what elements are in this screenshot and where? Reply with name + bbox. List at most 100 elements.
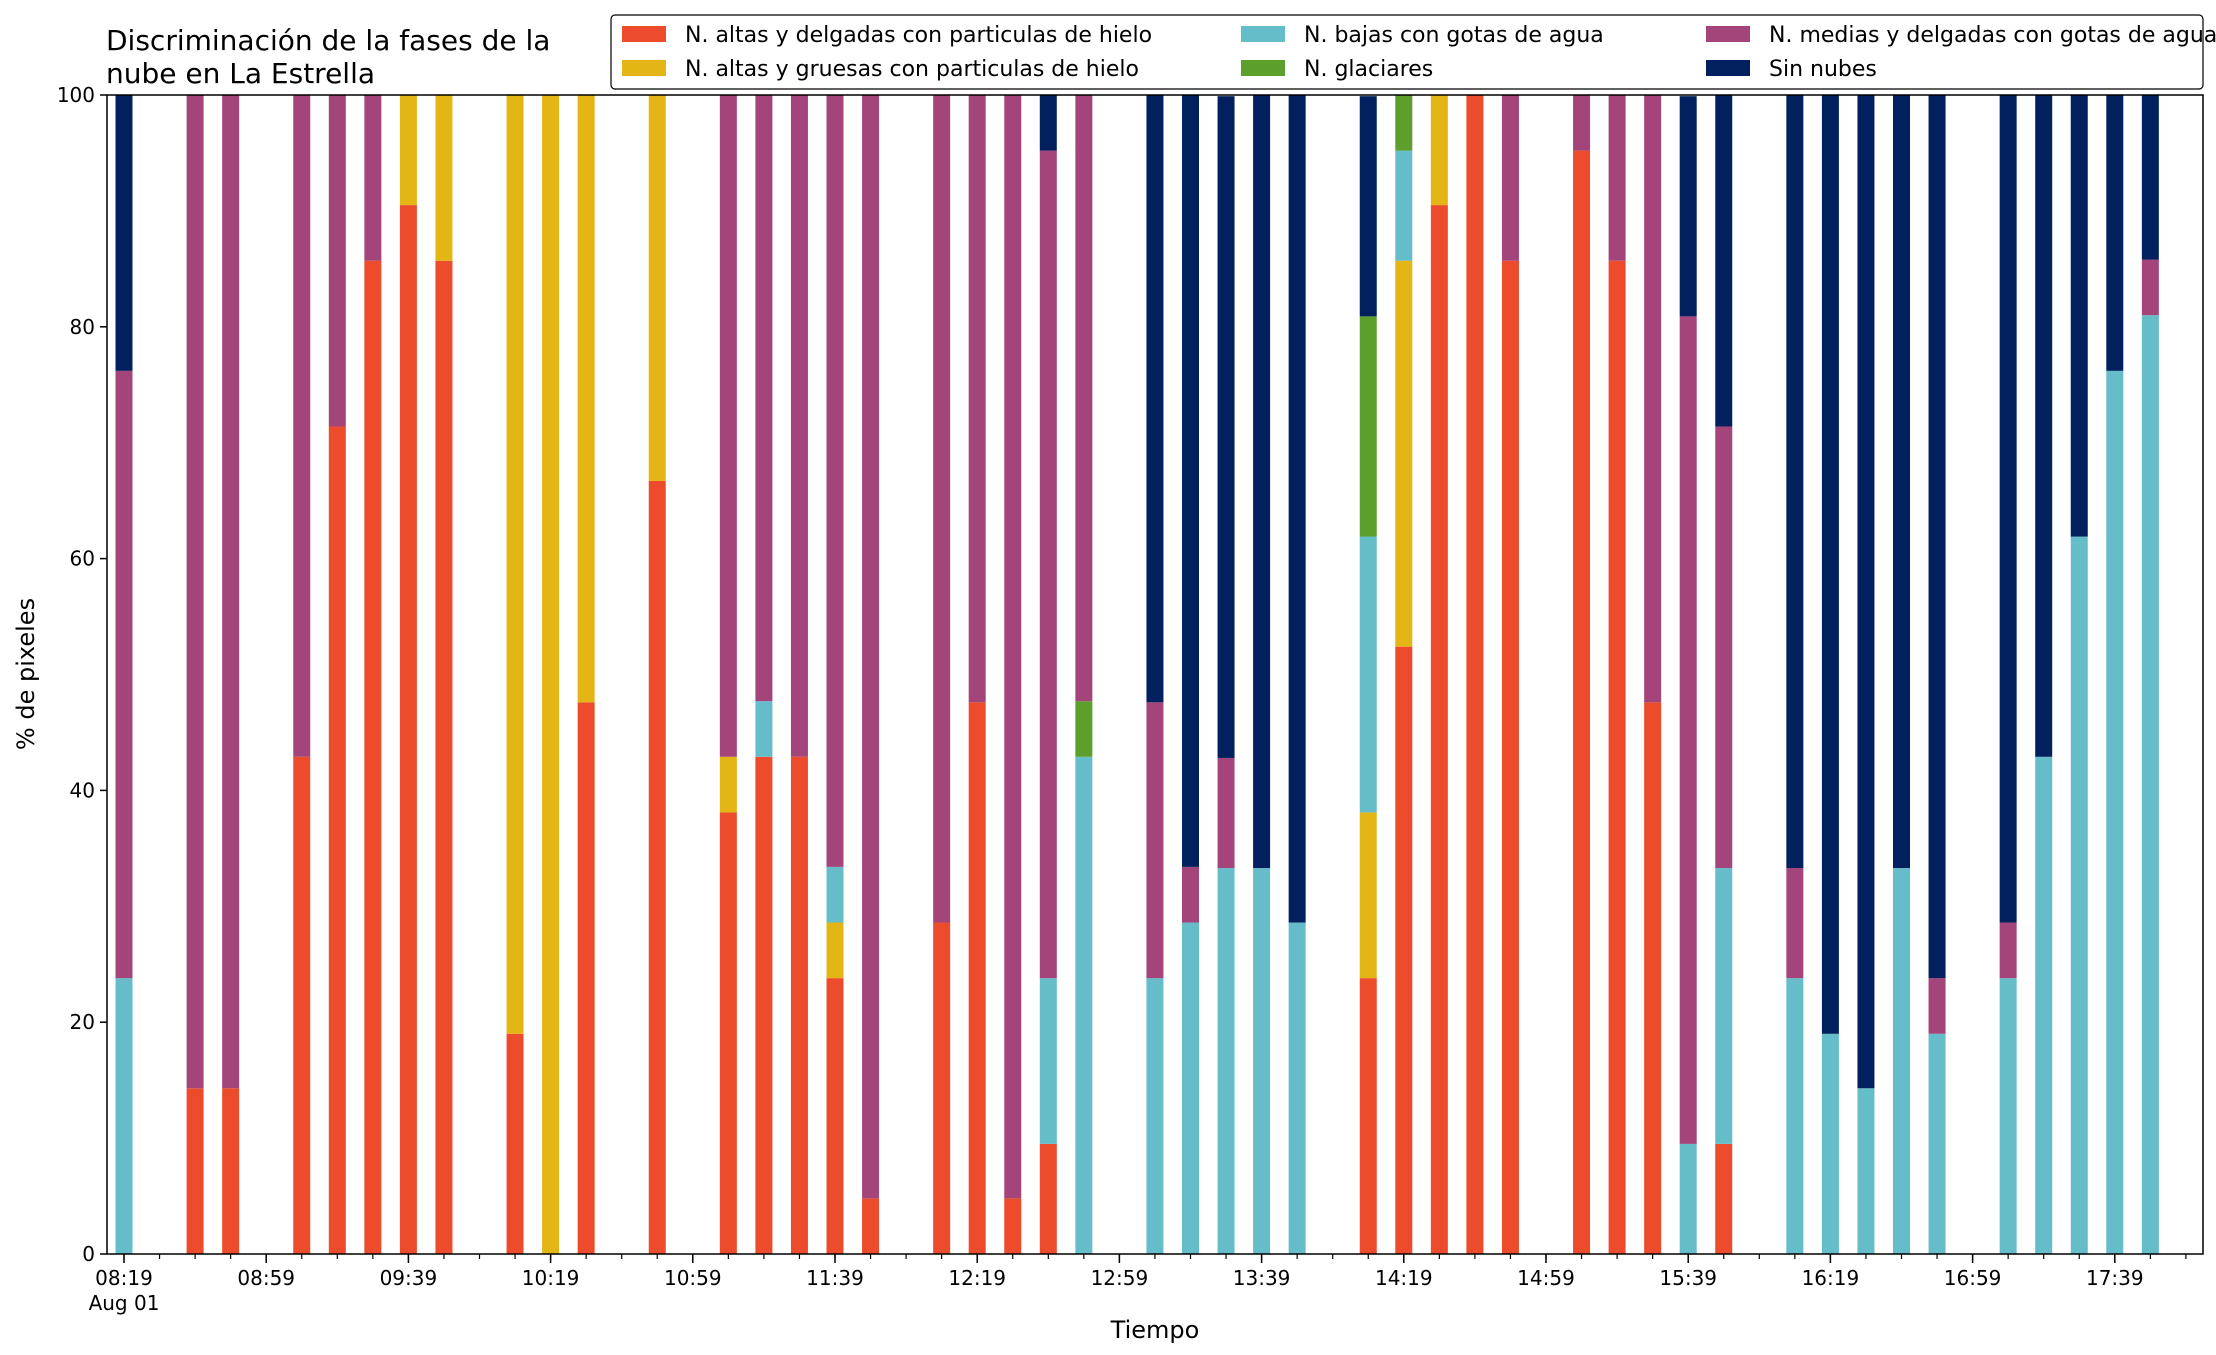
bar-segment-24-2	[1217, 868, 1235, 1254]
bar-segment-27-3	[1359, 316, 1377, 537]
bar-segment-27-1	[1359, 812, 1377, 979]
legend-swatch-5	[1706, 60, 1750, 76]
y-tick-label-1: 20	[70, 1010, 95, 1034]
bar-segment-28-0	[1395, 646, 1413, 1254]
bar-segment-11-0	[648, 480, 666, 1254]
bar-segment-19-0	[1004, 1198, 1022, 1254]
bar-segment-44-2	[2070, 536, 2088, 1254]
bar-segment-12-1	[719, 756, 737, 813]
bar-segment-23-2	[1182, 922, 1199, 1254]
bar-segment-23-5	[1182, 95, 1199, 867]
x-tick-label-2: 09:39	[380, 1266, 438, 1290]
bar-segment-17-4	[933, 95, 951, 923]
bar-segment-42-2	[1999, 978, 2017, 1254]
bar-segment-31-4	[1501, 95, 1519, 261]
bar-segment-40-2	[1893, 868, 1910, 1254]
x-tick-label-7: 12:59	[1091, 1266, 1149, 1290]
bar-segment-3-4	[293, 95, 311, 757]
bar-segment-22-2	[1146, 978, 1164, 1254]
bar-segment-1-0	[186, 1088, 204, 1254]
bar-segment-31-0	[1501, 260, 1519, 1254]
bar-segment-15-2	[826, 866, 844, 923]
bar-segment-21-3	[1075, 701, 1093, 757]
bar-segment-4-0	[328, 426, 346, 1254]
bar-segment-20-5	[1039, 95, 1057, 151]
bar-segment-8-1	[506, 95, 524, 1034]
bar-segment-26-2	[1288, 922, 1306, 1254]
bar-segment-5-0	[364, 260, 382, 1254]
bar-segment-45-5	[2106, 95, 2124, 371]
bar-segment-2-0	[222, 1088, 240, 1254]
x-tick-label-8: 13:39	[1233, 1266, 1291, 1290]
x-tick-label-0: 08:19	[95, 1266, 153, 1290]
bar-segment-8-0	[506, 1033, 524, 1254]
legend-label-3: N. glaciares	[1304, 57, 1433, 82]
bar-segment-6-1	[399, 95, 417, 206]
x-tick-label-9: 14:19	[1375, 1266, 1433, 1290]
legend-entries: N. altas y delgadas con particulas de hi…	[622, 23, 2216, 82]
bar-segment-7-0	[435, 260, 453, 1254]
bar-segment-15-0	[826, 978, 844, 1254]
bar-segment-19-4	[1004, 95, 1022, 1199]
x-tick-label-10: 14:59	[1517, 1266, 1575, 1290]
bar-segment-3-0	[293, 756, 311, 1254]
bar-segment-18-0	[968, 702, 986, 1254]
bar-segment-44-5	[2070, 95, 2088, 537]
x-tick-label-5: 11:39	[806, 1266, 864, 1290]
bar-segment-17-0	[933, 922, 951, 1254]
x-axis-label: Tiempo	[1110, 1316, 1200, 1344]
bar-segment-37-2	[1786, 978, 1804, 1254]
x-tick-label-1: 08:59	[237, 1266, 295, 1290]
bar-segment-35-5	[1679, 96, 1697, 317]
bar-segment-0-2	[115, 978, 133, 1254]
bar-segment-23-4	[1182, 866, 1199, 923]
bar-segment-1-4	[186, 95, 204, 1089]
y-tick-label-5: 100	[57, 83, 95, 107]
bar-segment-16-0	[862, 1198, 880, 1254]
bar-segment-27-5	[1359, 96, 1377, 317]
x-tick-label-13: 16:59	[1944, 1266, 2002, 1290]
bar-segment-10-1	[577, 95, 595, 703]
y-tick-label-4: 80	[70, 315, 95, 339]
bar-segment-0-4	[115, 370, 133, 979]
bar-segment-13-4	[755, 95, 773, 702]
bar-segment-12-0	[719, 812, 737, 1254]
bar-segment-28-2	[1395, 150, 1413, 261]
bar-segment-36-2	[1715, 868, 1733, 1144]
bar-segment-43-2	[2035, 756, 2053, 1254]
bar-segment-20-0	[1039, 1143, 1057, 1254]
bar-segment-46-4	[2141, 259, 2159, 316]
bar-segment-41-5	[1928, 95, 1946, 979]
bar-segment-35-4	[1679, 316, 1697, 1144]
bar-segment-5-4	[364, 95, 382, 261]
x-tick-label-14: 17:39	[2086, 1266, 2144, 1290]
bar-segment-34-0	[1644, 702, 1662, 1254]
bars-layer	[115, 95, 2159, 1255]
bar-segment-33-4	[1608, 95, 1626, 261]
y-axis-label: % de pixeles	[12, 598, 40, 750]
bar-segment-40-5	[1893, 95, 1910, 869]
bar-segment-13-2	[755, 701, 773, 757]
bar-segment-36-4	[1715, 426, 1733, 869]
chart-title-line-1: Discriminación de la fases de la	[106, 24, 550, 57]
bar-segment-14-0	[790, 756, 808, 1254]
bar-segment-21-4	[1075, 95, 1093, 702]
bar-segment-14-4	[790, 95, 808, 757]
bar-segment-4-4	[328, 95, 346, 427]
bar-segment-25-2	[1253, 868, 1271, 1254]
bar-segment-29-0	[1430, 205, 1448, 1255]
x-tick-sublabel-0: Aug 01	[89, 1291, 160, 1315]
bar-segment-37-5	[1786, 95, 1804, 869]
bar-segment-6-0	[399, 205, 417, 1255]
bar-segment-38-2	[1821, 1033, 1839, 1254]
bar-segment-11-1	[648, 95, 666, 481]
y-tick-label-2: 40	[70, 778, 95, 802]
bar-segment-15-4	[826, 95, 844, 867]
bar-segment-2-4	[222, 95, 240, 1089]
x-tick-label-11: 15:39	[1659, 1266, 1717, 1290]
legend: N. altas y delgadas con particulas de hi…	[610, 14, 2216, 90]
bar-segment-28-3	[1395, 95, 1413, 151]
x-tick-label-3: 10:19	[522, 1266, 580, 1290]
